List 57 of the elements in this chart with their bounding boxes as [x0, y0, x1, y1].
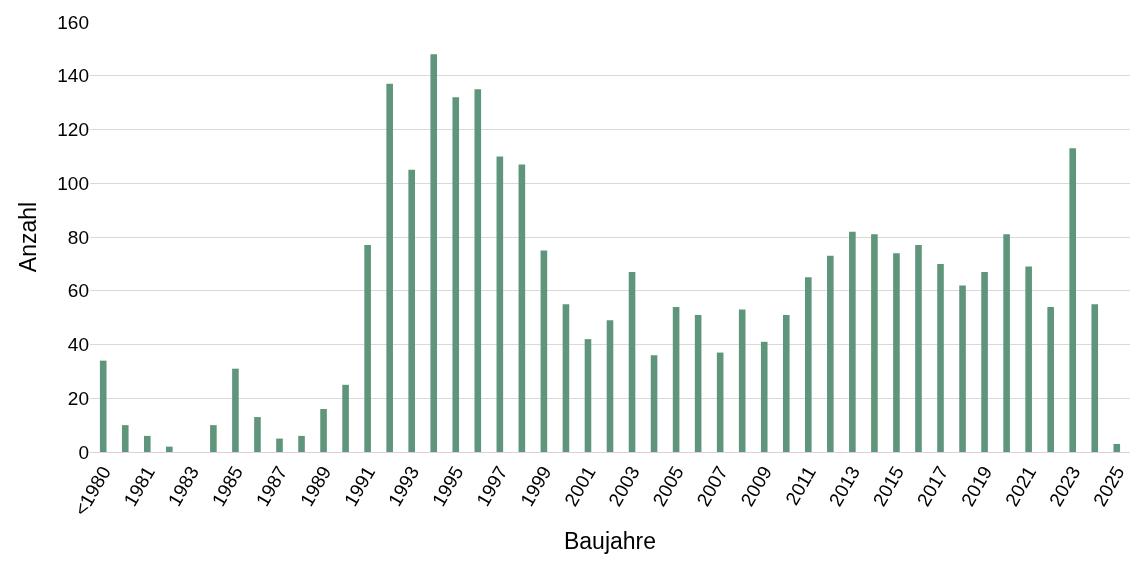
bar [166, 446, 173, 452]
bar [716, 352, 724, 452]
bar [452, 97, 460, 452]
bar [738, 309, 746, 452]
bar [694, 314, 702, 452]
bar [760, 341, 768, 452]
bar [430, 54, 438, 452]
y-tick-label: 20 [67, 387, 89, 409]
bar [628, 271, 636, 452]
y-tick-label: 100 [57, 172, 89, 194]
bar [99, 360, 107, 452]
y-tick-label: 160 [57, 11, 89, 33]
bar [342, 384, 349, 452]
y-tick-label: 60 [67, 280, 89, 302]
y-tick-label: 80 [67, 226, 89, 248]
bar [474, 89, 482, 452]
bar [672, 306, 680, 452]
bar [386, 83, 393, 452]
y-tick-label: 40 [67, 334, 89, 356]
bar [496, 156, 504, 452]
y-tick-label: 0 [78, 441, 89, 463]
bar [232, 368, 239, 452]
bar [1003, 234, 1010, 452]
bar [915, 245, 922, 452]
bar [298, 435, 305, 452]
bar [981, 271, 988, 452]
bar [143, 435, 151, 452]
bar [320, 409, 327, 452]
bar [518, 164, 526, 452]
bar [210, 425, 217, 452]
bar [959, 285, 966, 452]
bar [540, 250, 548, 452]
bar [849, 231, 856, 452]
bar [937, 263, 944, 452]
bar [1025, 266, 1032, 452]
bar [254, 417, 261, 452]
bar [893, 253, 900, 452]
bar [1069, 148, 1077, 452]
bar [1047, 306, 1054, 452]
bar [782, 314, 790, 452]
bar [408, 169, 415, 452]
bar [562, 304, 570, 452]
bar [584, 339, 592, 452]
bar [121, 425, 129, 452]
bar [827, 255, 834, 452]
bar [364, 245, 371, 452]
bar [276, 438, 283, 452]
x-axis-title: Baujahre [563, 527, 657, 554]
y-tick-label: 140 [57, 65, 89, 87]
bar [650, 355, 658, 452]
y-axis-title: Anzahl [14, 201, 41, 273]
bar [1091, 304, 1099, 452]
bar [606, 320, 614, 452]
bar [871, 234, 878, 452]
bar [805, 277, 812, 452]
y-tick-label: 120 [57, 119, 89, 141]
bar [1113, 443, 1121, 452]
